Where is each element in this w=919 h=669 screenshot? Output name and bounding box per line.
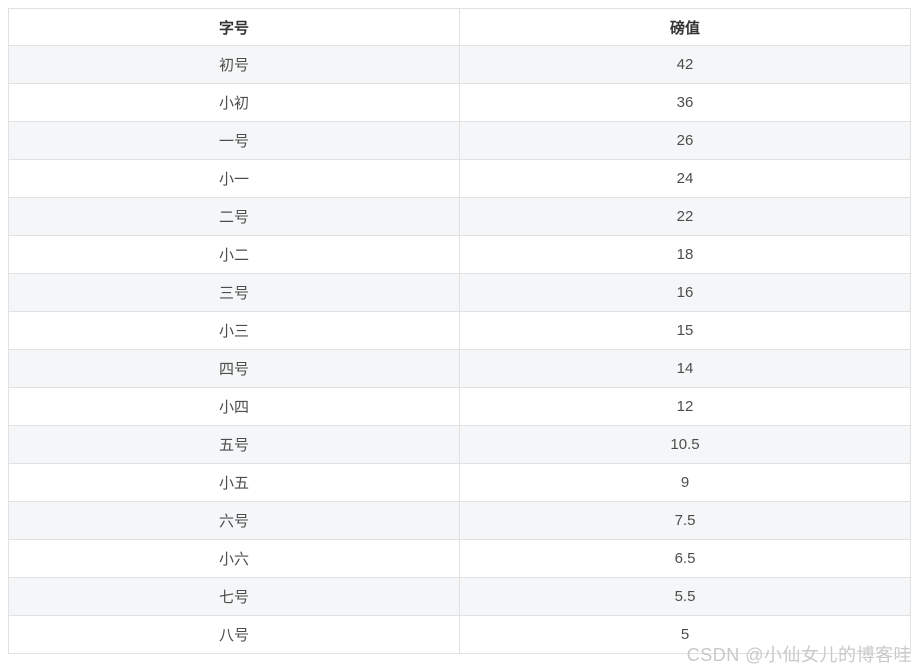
cell-font-size-name: 三号 (8, 273, 460, 312)
table-row: 五号 10.5 (8, 425, 911, 464)
cell-font-size-name: 小六 (8, 539, 460, 578)
cell-point-value: 10.5 (459, 425, 911, 464)
column-header-font-size-name: 字号 (8, 8, 460, 46)
cell-font-size-name: 八号 (8, 615, 460, 654)
cell-point-value: 5 (459, 615, 911, 654)
cell-font-size-name: 小初 (8, 83, 460, 122)
table-row: 初号 42 (8, 45, 911, 84)
table-body: 初号 42 小初 36 一号 26 小一 24 二号 22 小二 18 三号 16 小三 15 四号 14 小四 12… (8, 45, 911, 654)
table-row: 四号 14 (8, 349, 911, 388)
table-row: 六号 7.5 (8, 501, 911, 540)
table-head: 字号 磅值 (8, 8, 911, 46)
table-row: 小一 24 (8, 159, 911, 198)
cell-point-value: 5.5 (459, 577, 911, 616)
table-row: 小五 9 (8, 463, 911, 502)
table-row: 小四 12 (8, 387, 911, 426)
cell-point-value: 18 (459, 235, 911, 274)
cell-font-size-name: 初号 (8, 45, 460, 84)
cell-font-size-name: 二号 (8, 197, 460, 236)
header-row: 字号 磅值 (8, 8, 911, 46)
cell-point-value: 26 (459, 121, 911, 160)
cell-point-value: 6.5 (459, 539, 911, 578)
cell-point-value: 9 (459, 463, 911, 502)
cell-point-value: 36 (459, 83, 911, 122)
cell-point-value: 24 (459, 159, 911, 198)
cell-point-value: 15 (459, 311, 911, 350)
cell-point-value: 12 (459, 387, 911, 426)
cell-font-size-name: 四号 (8, 349, 460, 388)
table-row: 小三 15 (8, 311, 911, 350)
column-header-point-value: 磅值 (459, 8, 911, 46)
cell-point-value: 16 (459, 273, 911, 312)
cell-font-size-name: 小三 (8, 311, 460, 350)
cell-font-size-name: 五号 (8, 425, 460, 464)
table-row: 小二 18 (8, 235, 911, 274)
table-row: 七号 5.5 (8, 577, 911, 616)
table-row: 小初 36 (8, 83, 911, 122)
cell-point-value: 42 (459, 45, 911, 84)
cell-point-value: 7.5 (459, 501, 911, 540)
font-size-table: 字号 磅值 初号 42 小初 36 一号 26 小一 24 二号 22 小二 18 三号 16 小三 15 四号… (8, 8, 911, 654)
cell-font-size-name: 小四 (8, 387, 460, 426)
cell-font-size-name: 小五 (8, 463, 460, 502)
table-row: 二号 22 (8, 197, 911, 236)
table-row: 三号 16 (8, 273, 911, 312)
table-row: 一号 26 (8, 121, 911, 160)
cell-font-size-name: 小一 (8, 159, 460, 198)
cell-font-size-name: 一号 (8, 121, 460, 160)
cell-point-value: 14 (459, 349, 911, 388)
table-row: 小六 6.5 (8, 539, 911, 578)
table-row: 八号 5 (8, 615, 911, 654)
cell-font-size-name: 七号 (8, 577, 460, 616)
cell-font-size-name: 小二 (8, 235, 460, 274)
cell-font-size-name: 六号 (8, 501, 460, 540)
cell-point-value: 22 (459, 197, 911, 236)
